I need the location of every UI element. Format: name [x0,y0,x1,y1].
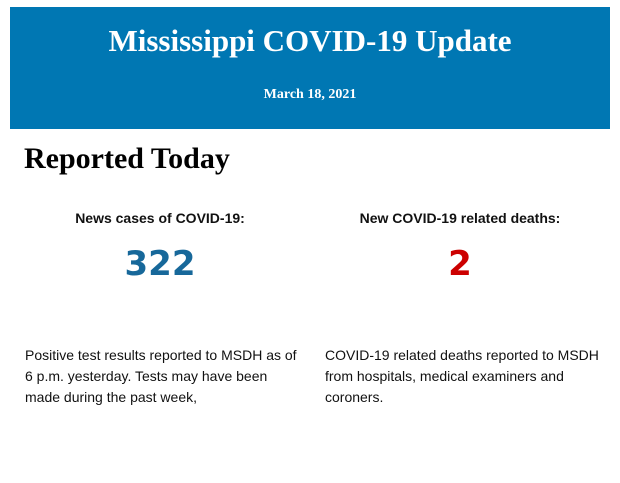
update-date: March 18, 2021 [263,87,357,102]
deaths-stat: New COVID-19 related deaths: 2 [320,210,600,284]
cases-value: 322 [124,244,196,284]
deaths-label: New COVID-19 related deaths: [359,210,561,226]
cases-description: Positive test results reported to MSDH a… [25,347,297,405]
deaths-value: 2 [448,244,472,284]
deaths-description: COVID-19 related deaths reported to MSDH… [325,347,599,405]
section-title: Reported Today [24,142,230,175]
header-banner: Mississippi COVID-19 Update March 18, 20… [10,7,610,129]
cases-stat: News cases of COVID-19: 322 [20,210,300,284]
cases-label: News cases of COVID-19: [75,210,245,226]
page-title: Mississippi COVID-19 Update [108,23,512,58]
